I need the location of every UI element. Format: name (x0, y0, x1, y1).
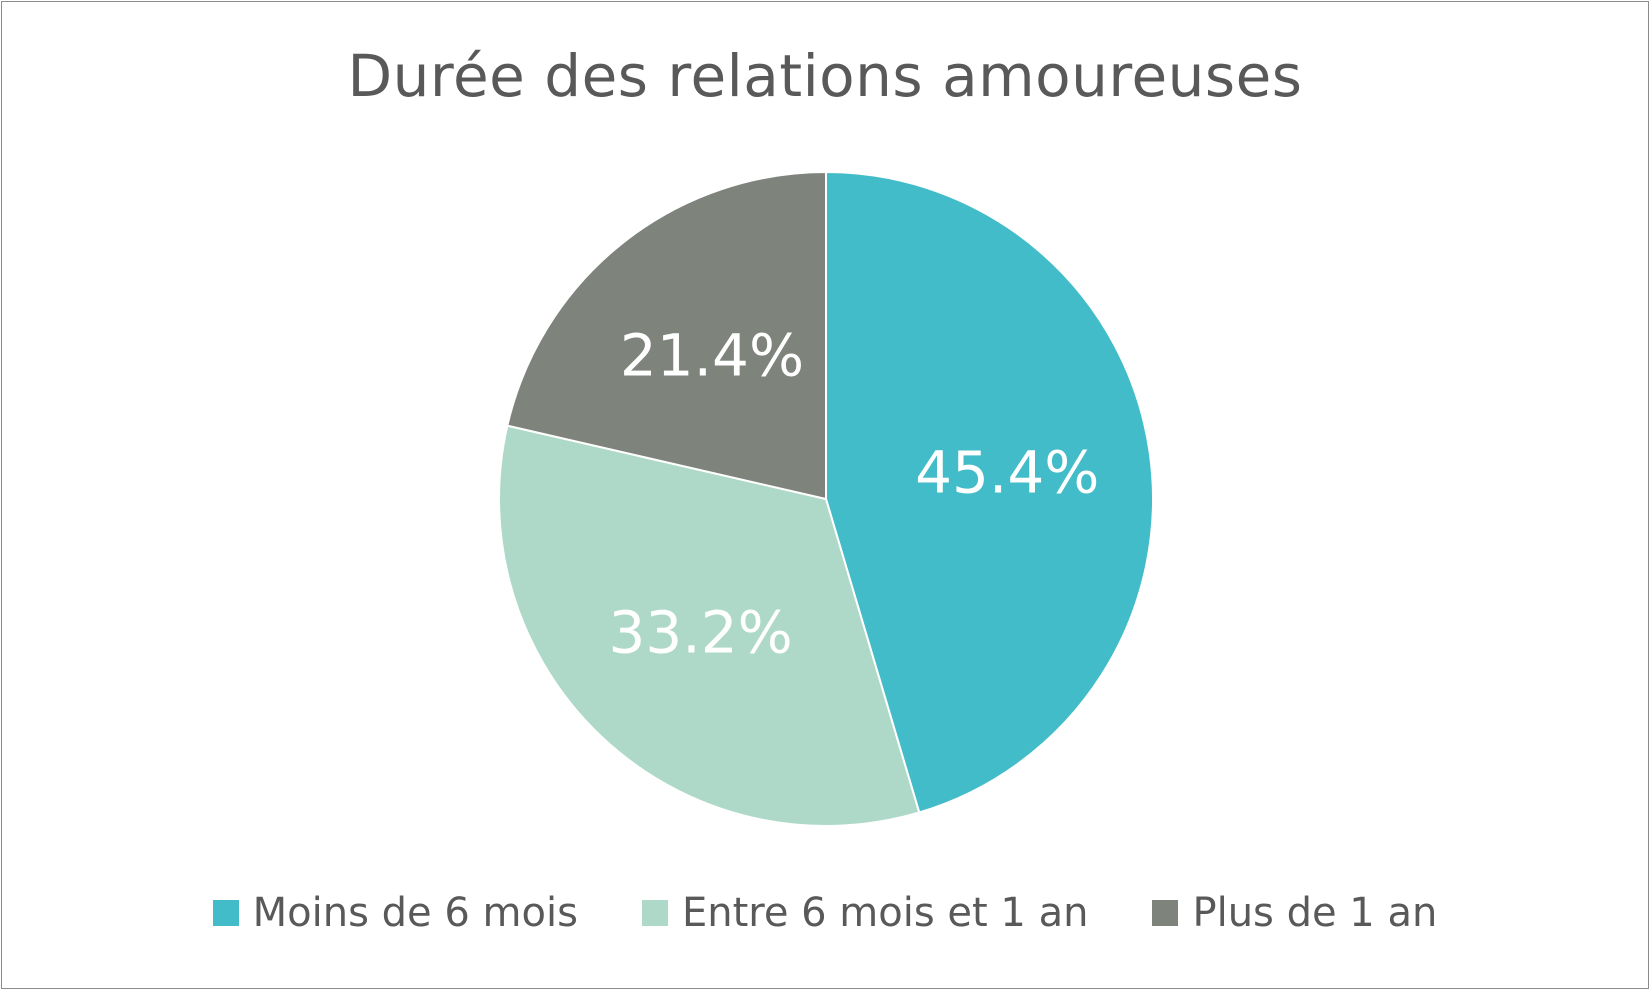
pie-slice-entre-6-mois-et-1-an (498, 424, 921, 827)
pie-slice-plus-de-1-an (506, 170, 827, 501)
legend-item-moins-de-6-mois: Moins de 6 mois (212, 890, 578, 936)
legend-item-plus-de-1-an: Plus de 1 an (1152, 890, 1437, 936)
legend-swatch-moins-de-6-mois (212, 900, 239, 926)
legend-label-entre-6-mois-et-1-an: Entre 6 mois et 1 an (681, 890, 1089, 936)
legend-swatch-plus-de-1-an (1152, 900, 1179, 926)
data-label-plus-de-1-an: 21.4% (620, 322, 804, 390)
chart-title: Durée des relations amoureuses (347, 42, 1303, 110)
data-label-moins-de-6-mois: 45.4% (915, 439, 1099, 507)
legend: Moins de 6 mois Entre 6 mois et 1 an Plu… (2, 890, 1648, 936)
data-label-entre-6-mois-et-1-an: 33.2% (609, 598, 793, 666)
legend-swatch-entre-6-mois-et-1-an (641, 900, 668, 926)
pie-slice-moins-de-6-mois (825, 170, 1154, 814)
legend-item-entre-6-mois-et-1-an: Entre 6 mois et 1 an (641, 890, 1089, 936)
legend-label-moins-de-6-mois: Moins de 6 mois (252, 890, 578, 936)
legend-label-plus-de-1-an: Plus de 1 an (1192, 890, 1438, 936)
